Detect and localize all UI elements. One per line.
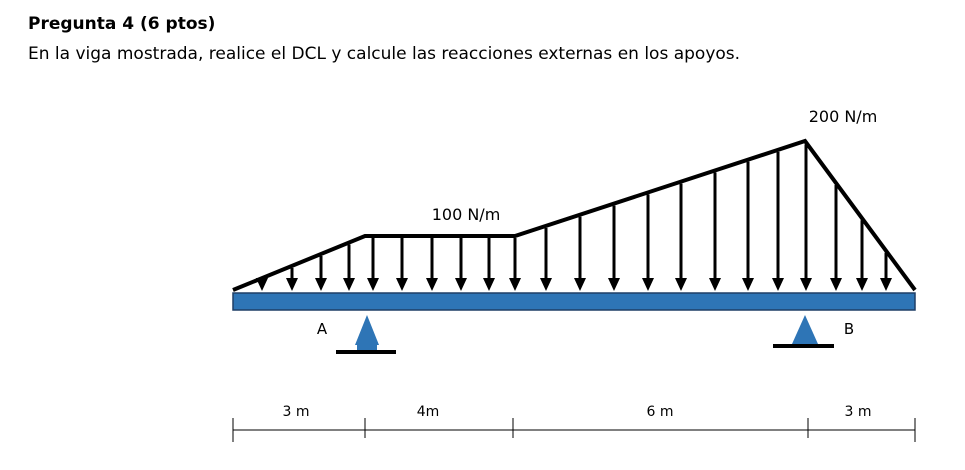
question-title: Pregunta 4 (6 ptos) [28, 14, 216, 34]
arrow-head [315, 278, 327, 291]
dimension-label: 3 m [845, 404, 872, 420]
load-label: 100 N/m [432, 205, 501, 224]
support-label: B [844, 320, 854, 338]
pin-support [355, 315, 379, 345]
arrow-head [800, 278, 812, 291]
arrow-head [830, 278, 842, 291]
arrow-head [367, 278, 379, 291]
roller-support [792, 315, 818, 344]
arrow-head [642, 278, 654, 291]
arrow-head [426, 278, 438, 291]
arrow-head [286, 278, 298, 291]
question-text: En la viga mostrada, realice el DCL y ca… [28, 44, 741, 64]
dimension-line [232, 418, 916, 442]
dimension-label: 4m [417, 404, 440, 420]
dimension-label: 6 m [647, 404, 674, 420]
arrow-head [343, 278, 355, 291]
arrow-head [483, 278, 495, 291]
arrow-head [709, 278, 721, 291]
load-profile [232, 138, 917, 292]
arrow-head [772, 278, 784, 291]
arrow-head [455, 278, 467, 291]
distributed-load [256, 144, 892, 291]
arrow-head [396, 278, 408, 291]
arrow-head [540, 278, 552, 291]
support-label: A [317, 320, 328, 338]
arrow-head [880, 278, 892, 291]
arrow-head [675, 278, 687, 291]
arrow-head [608, 278, 620, 291]
arrow-head [742, 278, 754, 291]
beam [232, 292, 916, 311]
load-label: 200 N/m [809, 107, 878, 126]
dimension-label: 3 m [283, 404, 310, 420]
arrow-head [856, 278, 868, 291]
pin-support [357, 344, 377, 350]
arrow-head [574, 278, 586, 291]
arrow-head [509, 278, 521, 291]
